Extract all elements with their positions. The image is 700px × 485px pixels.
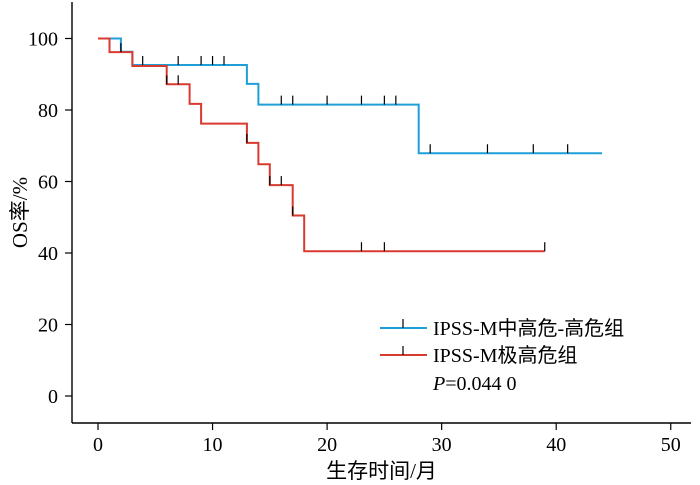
legend-label-2: IPSS-M极高危组 [433, 344, 577, 367]
series-layer [98, 37, 602, 253]
x-tick-label: 0 [93, 434, 103, 456]
axes: 0 10 20 30 40 50 0 20 40 60 80 100 [28, 2, 691, 456]
x-tick-label: 50 [661, 434, 681, 456]
y-axis-label: OS率/% [8, 177, 32, 248]
y-tick-label: 40 [38, 243, 58, 265]
legend-item-2: IPSS-M极高危组 [380, 344, 577, 367]
survival-curve-2 [98, 37, 545, 253]
p-value-annotation: P=0.044 0 [432, 373, 517, 395]
series-2 [98, 37, 546, 253]
y-tick-label: 80 [38, 100, 58, 122]
y-tick-label: 60 [38, 172, 58, 194]
legend: IPSS-M中高危-高危组 IPSS-M极高危组 P=0.044 0 [380, 317, 624, 395]
survival-curve-1 [98, 37, 602, 155]
x-tick-label: 30 [432, 434, 452, 456]
p-label: P [432, 373, 445, 395]
y-tick-label: 0 [48, 386, 58, 408]
x-axis-label: 生存时间/月 [326, 459, 437, 483]
p-value: =0.044 0 [445, 373, 516, 395]
y-tick-label: 20 [38, 315, 58, 337]
legend-label-1: IPSS-M中高危-高危组 [433, 317, 624, 340]
x-tick-label: 20 [317, 434, 337, 456]
x-tick-label: 40 [546, 434, 566, 456]
legend-item-1: IPSS-M中高危-高危组 [380, 317, 624, 340]
series-1 [98, 37, 602, 155]
x-tick-label: 10 [203, 434, 223, 456]
y-tick-label: 100 [28, 29, 58, 51]
